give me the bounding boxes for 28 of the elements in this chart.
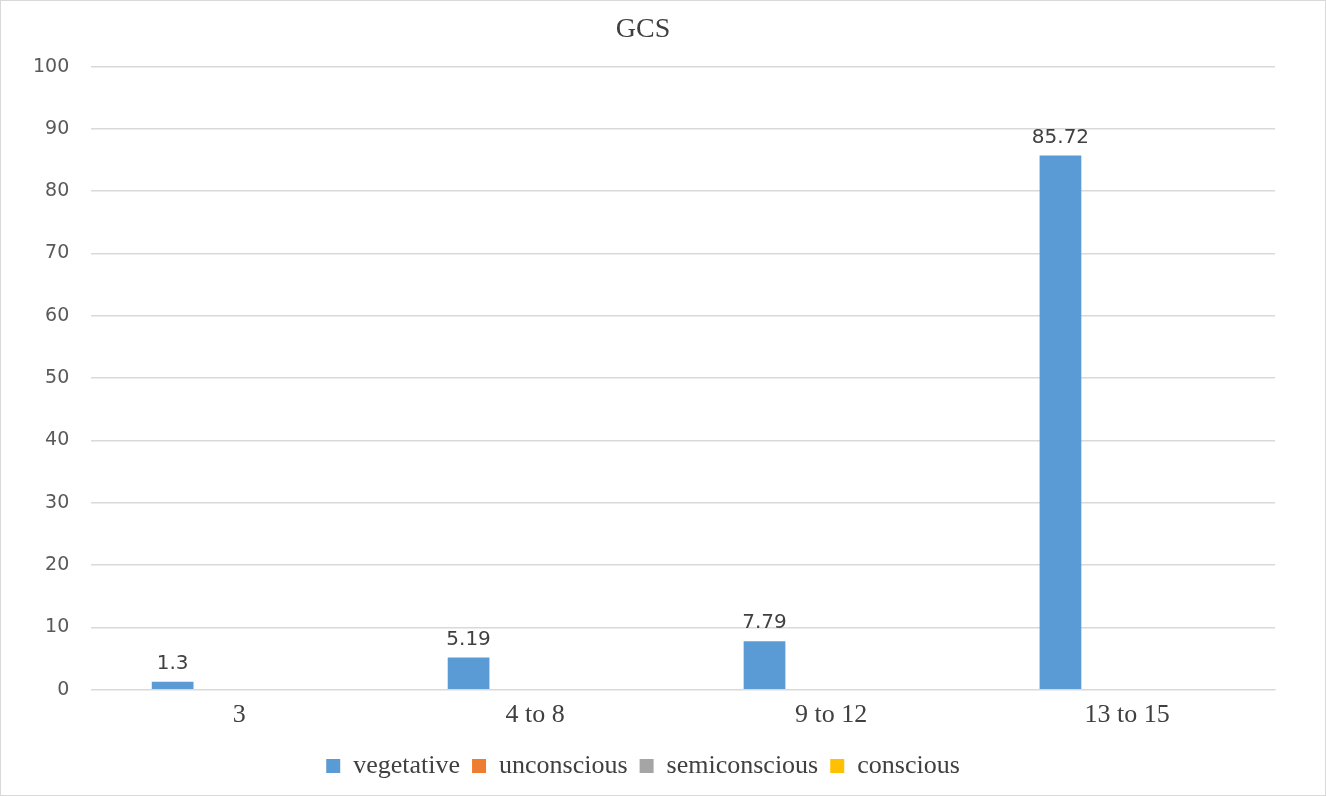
x-tick-label: 4 to 8 xyxy=(505,699,565,729)
y-tick-label: 0 xyxy=(57,676,70,699)
y-tick-label: 40 xyxy=(45,427,70,450)
y-tick-label: 90 xyxy=(45,115,70,138)
legend-label: conscious xyxy=(857,749,960,779)
legend-label: semiconscious xyxy=(666,749,819,779)
y-tick-label: 10 xyxy=(45,614,70,637)
data-label: 5.19 xyxy=(446,625,491,650)
data-label: 7.79 xyxy=(742,609,787,634)
bar xyxy=(1039,155,1082,690)
y-tick-label: 70 xyxy=(45,240,70,263)
data-label: 85.72 xyxy=(1031,123,1090,148)
chart-title: GCS xyxy=(615,12,671,44)
y-tick-label: 60 xyxy=(45,302,70,325)
x-tick-label: 9 to 12 xyxy=(794,699,868,729)
x-tick-label: 3 xyxy=(232,699,246,729)
y-tick-label: 20 xyxy=(45,552,70,575)
y-tick-label: 80 xyxy=(45,178,70,201)
y-tick-label: 30 xyxy=(45,489,70,512)
bar xyxy=(151,681,194,690)
y-tick-label: 50 xyxy=(45,365,70,388)
data-label: 1.3 xyxy=(156,649,189,674)
bar xyxy=(447,657,490,690)
legend-label: unconscious xyxy=(499,749,628,779)
x-tick-label: 13 to 15 xyxy=(1084,699,1170,729)
bar xyxy=(743,641,786,690)
y-tick-label: 100 xyxy=(33,53,70,76)
legend-label: vegetative xyxy=(353,749,461,779)
